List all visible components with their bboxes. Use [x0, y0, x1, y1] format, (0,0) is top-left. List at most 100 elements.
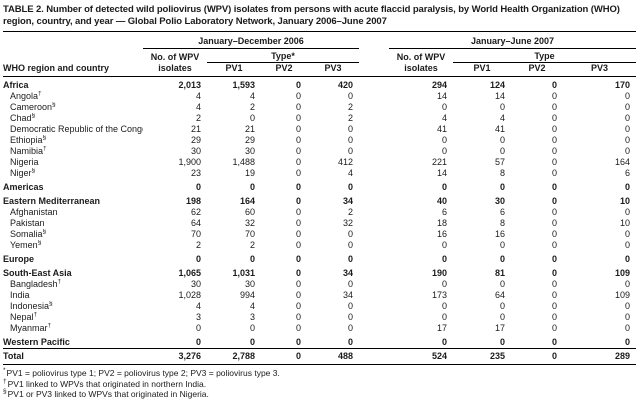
- value-cell: 1,488: [232, 157, 255, 167]
- type-header-2006: Type*: [207, 48, 360, 63]
- table-row: Total 3,276 2,788 0 488 524 235 0 289: [3, 348, 637, 365]
- table-row: Democratic Republic of the Congo† 21 21 0 0 4…: [3, 124, 636, 135]
- value-cell: 0: [625, 279, 631, 289]
- value-cell: 0: [442, 254, 448, 264]
- value-cell: 0: [295, 102, 301, 112]
- value-cell: 0: [295, 146, 301, 156]
- value-cell: 18: [437, 218, 448, 228]
- value-cell: 81: [495, 268, 506, 278]
- footnote-reference: §: [42, 229, 47, 235]
- value-cell: 0: [442, 182, 448, 192]
- value-cell: 8: [500, 218, 506, 228]
- value-cell: 420: [337, 80, 354, 90]
- footnote-reference: §: [31, 113, 36, 119]
- value-cell: 14: [437, 91, 448, 101]
- value-cell: 0: [500, 240, 506, 250]
- row-label: Somalia§: [10, 229, 47, 239]
- footnote-text: PV1 or PV3 linked to WPVs that originate…: [7, 389, 209, 399]
- value-cell: 488: [307, 348, 360, 365]
- value-cell: 0: [625, 182, 631, 192]
- value-cell: 0: [442, 240, 448, 250]
- value-cell: 40: [437, 196, 448, 206]
- value-cell: 0: [625, 207, 631, 217]
- table-row: Namibia† 30 30 0 0 0 0 0 0: [3, 146, 636, 157]
- value-cell: 164: [614, 157, 631, 167]
- table-body: Africa 2,013 1,593 0 420 294 124 0 170 Angola† 4 4 0…: [3, 77, 637, 365]
- row-label: Bangladesh†: [10, 279, 62, 289]
- value-cell: 0: [625, 240, 631, 250]
- value-cell: 0: [552, 168, 558, 178]
- footnote-reference: †: [47, 323, 52, 329]
- value-cell: 30: [244, 279, 255, 289]
- value-cell: 0: [552, 80, 558, 90]
- pv2-header-2007: PV2: [511, 62, 564, 77]
- value-cell: 0: [552, 157, 558, 167]
- column-spacer: [359, 32, 389, 49]
- footnote-reference: §: [52, 102, 56, 108]
- value-cell: 0: [348, 323, 354, 333]
- value-cell: 164: [239, 196, 255, 206]
- pv1-header-2006: PV1: [207, 62, 261, 77]
- column-spacer: [359, 91, 389, 102]
- pv2-header-2006: PV2: [261, 62, 307, 77]
- value-cell: 0: [295, 337, 301, 347]
- value-cell: 0: [295, 91, 301, 101]
- value-cell: 41: [437, 124, 448, 134]
- value-cell: 0: [552, 312, 558, 322]
- value-cell: 0: [442, 301, 448, 311]
- value-cell: 60: [244, 207, 255, 217]
- value-cell: 0: [295, 207, 301, 217]
- table-row: Yemen§ 2 2 0 0 0 0 0 0: [3, 240, 636, 251]
- footnote-reference: §: [31, 168, 36, 174]
- table-row: Somalia§ 70 70 0 0 16 16 0 0: [3, 229, 636, 240]
- value-cell: 0: [348, 91, 354, 101]
- value-cell: 0: [500, 146, 506, 156]
- value-cell: 10: [620, 218, 631, 228]
- value-cell: 0: [195, 182, 201, 192]
- column-spacer: [359, 124, 389, 135]
- value-cell: 3: [195, 312, 201, 322]
- value-cell: 64: [190, 218, 201, 228]
- value-cell: 4: [249, 301, 255, 311]
- value-cell: 3,276: [143, 348, 207, 365]
- value-cell: 0: [625, 337, 631, 347]
- value-cell: 0: [295, 301, 301, 311]
- row-label: Nigeria: [10, 157, 39, 167]
- column-group-2007: January–June 2007: [389, 32, 637, 49]
- value-cell: 0: [295, 168, 301, 178]
- value-cell: 30: [244, 146, 255, 156]
- value-cell: 0: [295, 254, 301, 264]
- footnote-reference: §: [37, 240, 42, 246]
- row-label: Angola†: [10, 91, 42, 101]
- row-label: Niger§: [10, 168, 36, 178]
- value-cell: 0: [552, 301, 558, 311]
- value-cell: 4: [442, 113, 448, 123]
- isolates-header-2007-line2: isolates: [389, 62, 454, 77]
- value-cell: 1,065: [178, 268, 201, 278]
- value-cell: 0: [625, 312, 631, 322]
- value-cell: 10: [620, 196, 631, 206]
- column-spacer: [359, 146, 389, 157]
- table-row: Ethiopia§ 29 29 0 0 0 0 0 0: [3, 135, 636, 146]
- value-cell: 0: [511, 348, 564, 365]
- column-group-2006: January–December 2006: [143, 32, 360, 49]
- pv1-header-2007: PV1: [453, 62, 512, 77]
- value-cell: 0: [552, 113, 558, 123]
- row-label: Myanmar†: [10, 323, 52, 333]
- row-label: Western Pacific: [3, 337, 70, 347]
- value-cell: 1,028: [178, 290, 201, 300]
- row-header-label: WHO region and country: [3, 62, 143, 77]
- row-label: Afghanistan: [10, 207, 58, 217]
- row-label: Indonesia§: [10, 301, 53, 311]
- value-cell: 17: [495, 323, 506, 333]
- footnote-reference: †: [43, 146, 47, 152]
- row-label: India: [10, 290, 30, 300]
- value-cell: 0: [348, 182, 354, 192]
- value-cell: 0: [249, 113, 255, 123]
- value-cell: 0: [295, 80, 301, 90]
- value-cell: 64: [495, 290, 506, 300]
- column-spacer: [359, 193, 389, 207]
- column-spacer: [359, 279, 389, 290]
- wpv-isolates-table: January–December 2006 January–June 2007 …: [3, 32, 637, 365]
- footnote-marker: §: [3, 388, 7, 396]
